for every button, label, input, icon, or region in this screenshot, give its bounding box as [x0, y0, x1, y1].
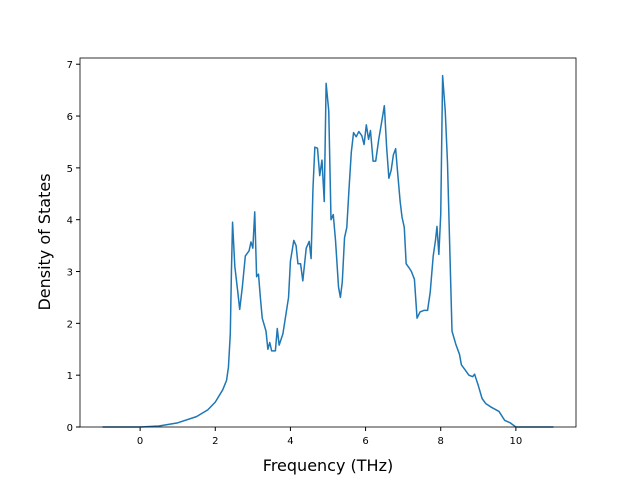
y-tick-label: 2 [67, 319, 73, 330]
y-tick-label: 6 [67, 112, 73, 123]
plot-frame [79, 57, 577, 428]
y-tick-label: 5 [67, 164, 73, 175]
x-axis-label: Frequency (THz) [263, 456, 393, 475]
y-tick-label: 4 [67, 216, 73, 227]
y-axis-label: Density of States [35, 173, 54, 310]
y-tick-label: 1 [67, 371, 73, 382]
y-tick-label: 0 [67, 423, 73, 434]
x-tick-label: 0 [137, 436, 143, 447]
x-tick-label: 4 [287, 436, 293, 447]
y-tick-label: 7 [67, 60, 73, 71]
x-tick-label: 6 [362, 436, 368, 447]
y-tick-label: 3 [67, 268, 73, 279]
x-tick-label: 10 [510, 436, 523, 447]
line [102, 74, 554, 428]
x-tick-label: 2 [212, 436, 218, 447]
x-tick-label: 8 [438, 436, 444, 447]
